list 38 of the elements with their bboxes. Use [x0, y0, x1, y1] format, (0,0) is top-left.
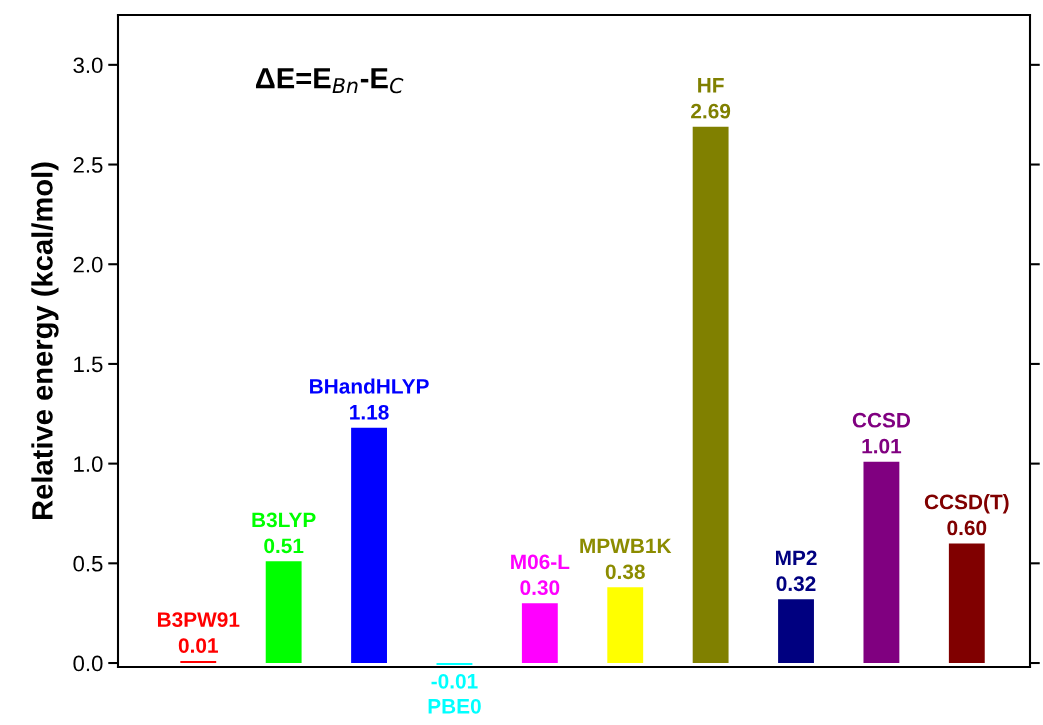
x-tick-label: CCSD [852, 412, 911, 428]
data-label: 0.38 [605, 564, 645, 580]
data-label: 0.60 [947, 520, 987, 536]
data-label: 0.51 [264, 538, 304, 554]
y-tick-label: 0.0 [73, 655, 103, 672]
y-tick-label: 1.0 [74, 456, 103, 472]
data-label: 1.01 [862, 438, 902, 454]
bar [778, 599, 814, 664]
x-tick-label: M06-L [511, 554, 570, 570]
data-label: 0.30 [520, 580, 560, 596]
x-tick-label: BHandHLYP [310, 378, 429, 394]
annotation: ΔE=E$_{Bn}$-E$_{C}$ [255, 68, 404, 94]
x-tick-label: MP2 [776, 550, 817, 565]
y-tick-label: 1.5 [74, 356, 103, 373]
bar [436, 663, 473, 666]
y-tick-label: 2.5 [73, 157, 103, 173]
x-tick-label: PBE0 [428, 698, 481, 714]
x-tick-label: CCSD(T) [924, 494, 1009, 514]
data-label: 1.18 [350, 404, 389, 420]
bar [948, 543, 985, 664]
bar [521, 603, 558, 664]
data-label: 2.69 [691, 103, 731, 119]
y-tick-label: 3.0 [73, 57, 103, 74]
x-tick-label: B3PW91 [157, 612, 240, 628]
x-tick-label: HF [698, 78, 724, 93]
x-tick-label: MPWB1K [580, 538, 672, 554]
bar [351, 427, 387, 664]
bar [265, 561, 302, 664]
data-label: -0.01 [431, 673, 478, 689]
y-tick-label: 0.5 [73, 555, 103, 572]
data-label: 0.01 [178, 638, 218, 653]
x-tick-label: B3LYP [252, 512, 316, 528]
bar [607, 587, 644, 664]
y-axis-title: Relative energy (kcal/mol) [31, 162, 59, 519]
data-label: 0.32 [776, 576, 816, 592]
y-tick-label: 2.0 [73, 256, 103, 273]
bar [692, 126, 729, 664]
bar [863, 461, 900, 664]
